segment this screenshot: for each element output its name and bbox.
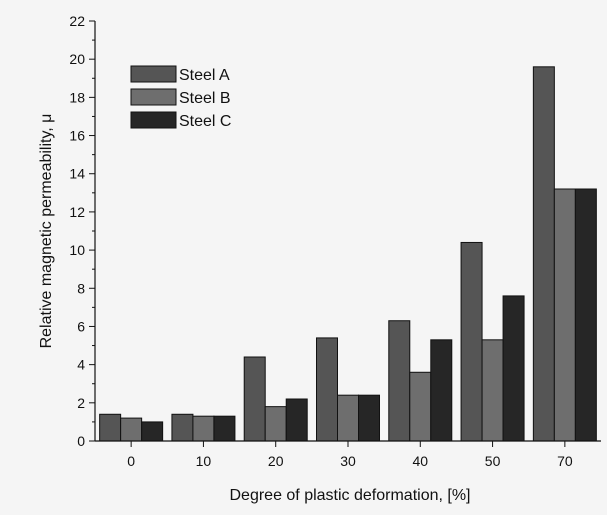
x-tick-label: 30 (340, 453, 356, 469)
y-tick-label: 2 (77, 395, 85, 411)
legend-label: Steel B (179, 90, 231, 107)
bar-steel-b-40 (409, 371, 432, 442)
x-tick-label: 70 (557, 453, 573, 469)
x-tick-label: 20 (268, 453, 284, 469)
bar-steel-b-50 (481, 339, 504, 442)
bar-steel-b-0 (120, 417, 143, 442)
legend-label: Steel A (179, 67, 230, 84)
plot-area (95, 21, 601, 441)
y-tick-label: 6 (77, 318, 85, 334)
bar-steel-b-10 (192, 415, 215, 442)
x-tick-label: 10 (196, 453, 212, 469)
bar-steel-a-70 (532, 66, 555, 442)
bar-steel-a-10 (171, 413, 194, 442)
bar-steel-c-20 (285, 398, 308, 442)
bar-steel-b-30 (337, 394, 359, 442)
y-axis-label: Relative magnetic permeability, μ (38, 114, 55, 349)
x-tick-label: 40 (412, 453, 428, 469)
y-tick-label: 4 (77, 357, 85, 373)
legend-swatch-steel-b (130, 88, 177, 106)
y-tick-label: 0 (77, 433, 85, 449)
y-tick-label: 18 (69, 89, 85, 105)
y-tick-label: 14 (69, 166, 85, 182)
x-tick-label: 0 (127, 453, 135, 469)
legend-swatch-steel-c (130, 111, 177, 129)
bar-steel-a-50 (460, 241, 483, 442)
bar-steel-a-40 (388, 320, 411, 442)
bar-steel-c-30 (358, 394, 380, 442)
bar-steel-a-20 (243, 356, 266, 442)
bar-steel-a-30 (316, 337, 338, 442)
y-tick-label: 8 (77, 280, 85, 296)
bar-steel-c-40 (430, 339, 453, 442)
x-axis-label: Degree of plastic deformation, [%] (229, 487, 470, 504)
bar-steel-c-10 (213, 415, 236, 442)
bar-steel-b-70 (553, 188, 576, 442)
bar-steel-c-0 (141, 421, 164, 442)
bar-steel-b-20 (264, 406, 287, 442)
y-tick-label: 16 (69, 128, 85, 144)
y-tick-label: 12 (69, 204, 85, 220)
bar-steel-c-70 (574, 188, 597, 442)
legend: Steel A Steel B Steel C (130, 65, 231, 130)
bar-steel-c-50 (502, 295, 525, 442)
bar-steel-a-0 (99, 413, 122, 442)
y-tick-label: 10 (69, 242, 85, 258)
y-tick-label: 22 (69, 13, 85, 29)
legend-label: Steel C (179, 113, 231, 130)
x-tick-label: 50 (485, 453, 501, 469)
y-tick-label: 20 (69, 51, 85, 67)
legend-swatch-steel-a (130, 65, 177, 83)
